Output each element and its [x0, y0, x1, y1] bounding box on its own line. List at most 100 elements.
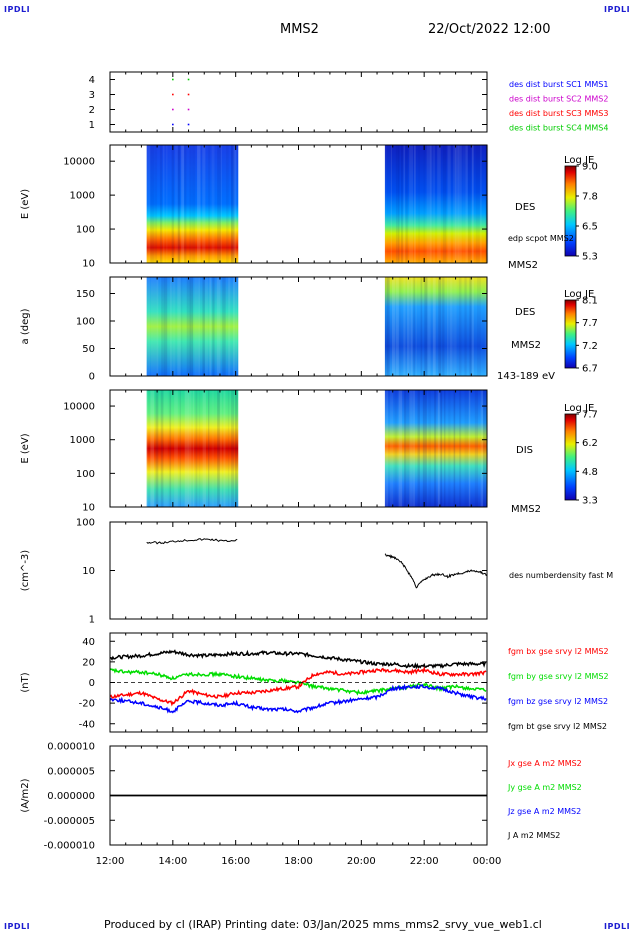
y-tick-label: 4 [89, 75, 95, 86]
spectrogram-texture [391, 277, 395, 376]
spectrogram-texture [395, 277, 399, 376]
b-field-line-1 [109, 667, 487, 696]
colorbar-tick-label: 8.1 [582, 296, 598, 307]
spectrogram-texture [175, 145, 179, 263]
x-tick-label: 20:00 [347, 856, 376, 867]
burst-marker [172, 78, 174, 81]
spectrogram-texture [179, 390, 181, 507]
x-tick-label: 14:00 [158, 856, 187, 867]
spectrogram-texture [459, 390, 462, 507]
legend-j-0: Jx gse A m2 MMS2 [507, 759, 582, 768]
spectrogram-texture [220, 390, 222, 507]
spectrogram-texture [146, 277, 151, 376]
spectrogram-texture [166, 145, 168, 263]
spectrogram-texture [164, 390, 168, 507]
spectrogram-block [384, 145, 487, 263]
y-tick-label: 1 [89, 615, 95, 626]
spectrogram-texture [464, 277, 467, 376]
y-tick-label: 40 [82, 637, 95, 648]
spectrogram-texture [403, 145, 405, 263]
spectrogram-texture [387, 277, 391, 376]
spectrogram-texture [422, 390, 427, 507]
spectrogram-texture [403, 277, 406, 376]
colorbar-tick-label: 6.2 [582, 438, 598, 449]
spectrogram-texture [207, 390, 210, 507]
burst-marker [187, 93, 190, 96]
y-tick-label: 1000 [70, 191, 95, 202]
spectrogram-texture [202, 277, 205, 376]
spectrogram-texture [164, 277, 168, 376]
y-tick-label: 0 [89, 678, 95, 689]
legend-burst-2: des dist burst SC2 MMS2 [509, 95, 608, 104]
spectrogram-texture [160, 390, 164, 507]
spectrogram-texture [475, 145, 480, 263]
spectrogram-texture [426, 145, 431, 263]
y-tick-label: 10000 [63, 157, 95, 168]
spectrogram-texture [231, 390, 235, 507]
spectrogram-texture [395, 145, 400, 263]
spectrogram-texture [228, 277, 231, 376]
spectrogram-texture [231, 145, 235, 263]
spectrogram-texture [226, 145, 229, 263]
spectrogram-texture [384, 145, 387, 263]
spectrogram-texture [480, 390, 484, 507]
spectrogram-texture [390, 390, 394, 507]
spectrogram-block [146, 145, 239, 263]
spectrogram-texture [187, 390, 192, 507]
spectrogram-texture [429, 145, 433, 263]
spectrogram-texture [194, 277, 199, 376]
spectrogram-texture [413, 145, 416, 263]
spectrogram-texture [432, 277, 436, 376]
y-tick-label: 100 [76, 225, 95, 236]
spectrogram-texture [418, 145, 420, 263]
spectrogram-texture [467, 145, 471, 263]
spectrogram-texture [401, 145, 403, 263]
spectrogram-texture [465, 145, 468, 263]
b-field-line-0 [109, 666, 487, 707]
spectrogram-texture [235, 390, 238, 507]
colorbar-tick-label: 5.3 [582, 252, 598, 263]
burst-marker [187, 108, 190, 111]
spectrogram-texture [186, 277, 191, 376]
spectrogram-texture [476, 277, 480, 376]
y-axis-label: E (eV) [20, 189, 31, 219]
y-tick-label: 10 [82, 503, 95, 514]
spectrogram-texture [163, 145, 165, 263]
spectrogram-texture [448, 390, 451, 507]
burst-marker [187, 123, 190, 126]
colorbar-tick-label: 7.7 [582, 318, 598, 329]
spectrogram-texture [433, 145, 435, 263]
y-axis-label: (nT) [20, 672, 31, 692]
spectrogram-texture [189, 277, 194, 376]
spectrogram-texture [447, 145, 451, 263]
panel-label-dis: DIS [516, 445, 533, 456]
burst-marker [187, 78, 190, 81]
spectrogram-texture [181, 277, 183, 376]
spectrogram-texture [458, 145, 462, 263]
date-time-title: 22/Oct/2022 12:00 [428, 22, 551, 37]
legend-b-0: fgm bx gse srvy l2 MMS2 [508, 647, 609, 656]
y-tick-label: 100 [76, 518, 95, 529]
y-tick-label: 100 [76, 469, 95, 480]
spectrogram-texture [211, 390, 214, 507]
colorbar-tick-label: 6.7 [582, 364, 598, 375]
y-axis-label: (A/m2) [20, 778, 31, 812]
spectrogram-texture [171, 145, 174, 263]
x-tick-label: 16:00 [221, 856, 250, 867]
spectrogram-texture [437, 390, 440, 507]
corner-mark-br: IPDLI [604, 922, 630, 931]
legend-b-1: fgm by gse srvy l2 MMS2 [508, 672, 609, 681]
panel-sublabel: MMS2 [511, 504, 541, 515]
y-tick-label: 50 [82, 344, 95, 355]
y-tick-label: 0.000000 [47, 791, 95, 802]
spectrogram-texture [428, 390, 432, 507]
spectrogram-texture [181, 145, 185, 263]
colorbar-title: Log JE [564, 155, 594, 166]
spectrogram-texture [415, 277, 417, 376]
spectrogram-texture [483, 390, 487, 507]
spectrogram-texture [390, 145, 392, 263]
spectrogram-texture [159, 145, 163, 263]
spectrogram-texture [184, 390, 189, 507]
spectrogram-texture [384, 390, 389, 507]
spectrogram-texture [222, 277, 226, 376]
